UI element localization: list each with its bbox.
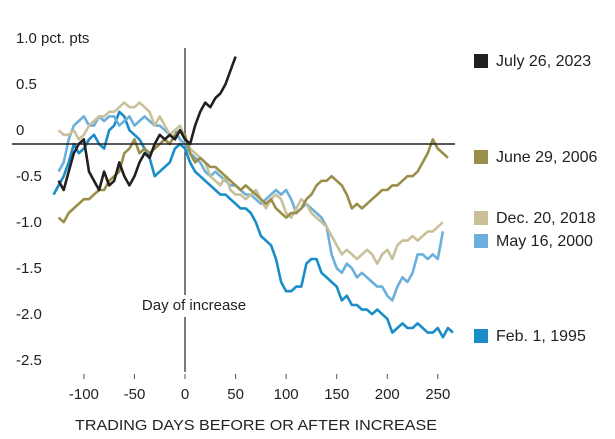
annotation: Day of increase [142, 297, 246, 314]
series-line [57, 56, 237, 192]
y-tick-label: 0.5 [16, 76, 37, 93]
y-tick-label: -2.0 [16, 306, 42, 323]
legend-label: July 26, 2023 [496, 53, 591, 70]
legend-label: Feb. 1, 1995 [496, 328, 586, 345]
x-tick-label: 150 [324, 386, 349, 403]
y-tick-label: -1.0 [16, 214, 42, 231]
y-tick-label: 1.0 pct. pts [16, 30, 89, 47]
series-line [57, 128, 449, 224]
legend-swatch [474, 54, 488, 68]
series-line [52, 110, 454, 339]
annotation-bg [137, 295, 252, 317]
x-tick-label: 200 [375, 386, 400, 403]
x-tick-label: -100 [69, 386, 99, 403]
legend-label: Dec. 20, 2018 [496, 210, 596, 227]
x-tick-label: -50 [124, 386, 146, 403]
legend-swatch [474, 150, 488, 164]
y-tick-label: 0 [16, 122, 24, 139]
legend-swatch [474, 211, 488, 225]
legend-swatch [474, 329, 488, 343]
x-tick-label: 50 [227, 386, 244, 403]
legend-label: June 29, 2006 [496, 149, 598, 166]
x-tick-label: 100 [274, 386, 299, 403]
legend-label: May 16, 2000 [496, 233, 593, 250]
legend-swatch [474, 234, 488, 248]
y-tick-label: -2.5 [16, 352, 42, 369]
series-line [57, 101, 444, 265]
y-tick-label: -0.5 [16, 168, 42, 185]
y-tick-label: -1.5 [16, 260, 42, 277]
x-tick-label: 250 [425, 386, 450, 403]
x-axis-label: TRADING DAYS BEFORE OR AFTER INCREASE [75, 417, 437, 434]
x-tick-label: 0 [181, 386, 189, 403]
